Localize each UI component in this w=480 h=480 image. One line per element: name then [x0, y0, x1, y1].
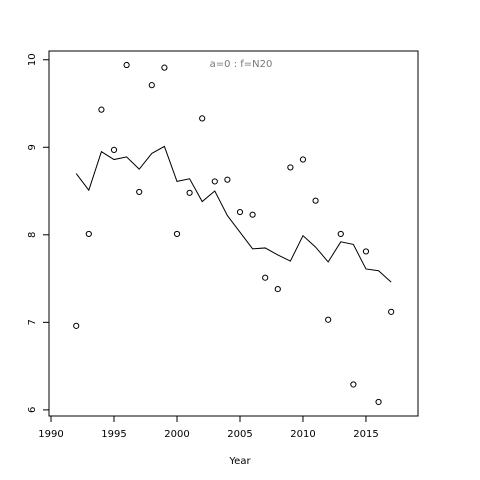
- point: [262, 274, 269, 281]
- point: [312, 197, 319, 204]
- point: [186, 189, 193, 196]
- point: [362, 248, 370, 255]
- point: [274, 285, 281, 293]
- chart-title: a=0 : f=N20: [210, 59, 273, 70]
- x-tick-label: 1990: [38, 429, 63, 440]
- point: [224, 176, 231, 183]
- x-tick-label: 2015: [353, 429, 378, 440]
- point: [299, 156, 307, 163]
- point: [199, 115, 206, 122]
- point: [110, 146, 118, 154]
- y-tick-label: 7: [27, 319, 38, 325]
- point: [98, 106, 105, 113]
- y-tick-label: 6: [27, 407, 38, 413]
- x-tick-label: 2010: [290, 429, 315, 440]
- point: [350, 381, 357, 388]
- point: [85, 230, 92, 238]
- point: [148, 82, 155, 89]
- point: [375, 398, 382, 406]
- point: [249, 211, 256, 218]
- x-tick-label: 2005: [227, 429, 252, 440]
- x-tick-label: 1995: [101, 429, 126, 440]
- y-tick-label: 8: [27, 232, 38, 238]
- x-axis-label: Year: [228, 456, 251, 467]
- point: [73, 322, 80, 329]
- point: [236, 208, 244, 216]
- point: [161, 64, 168, 71]
- y-tick-label: 9: [27, 144, 38, 150]
- point: [173, 230, 181, 238]
- point: [337, 230, 344, 238]
- line: [75, 145, 392, 283]
- point: [325, 316, 332, 323]
- y-tick-label: 10: [27, 53, 38, 66]
- point: [211, 178, 218, 185]
- point: [123, 61, 130, 69]
- plot-frame: [48, 50, 419, 417]
- point: [287, 164, 294, 171]
- point: [136, 188, 143, 196]
- x-tick-label: 2000: [164, 429, 189, 440]
- point: [388, 308, 395, 315]
